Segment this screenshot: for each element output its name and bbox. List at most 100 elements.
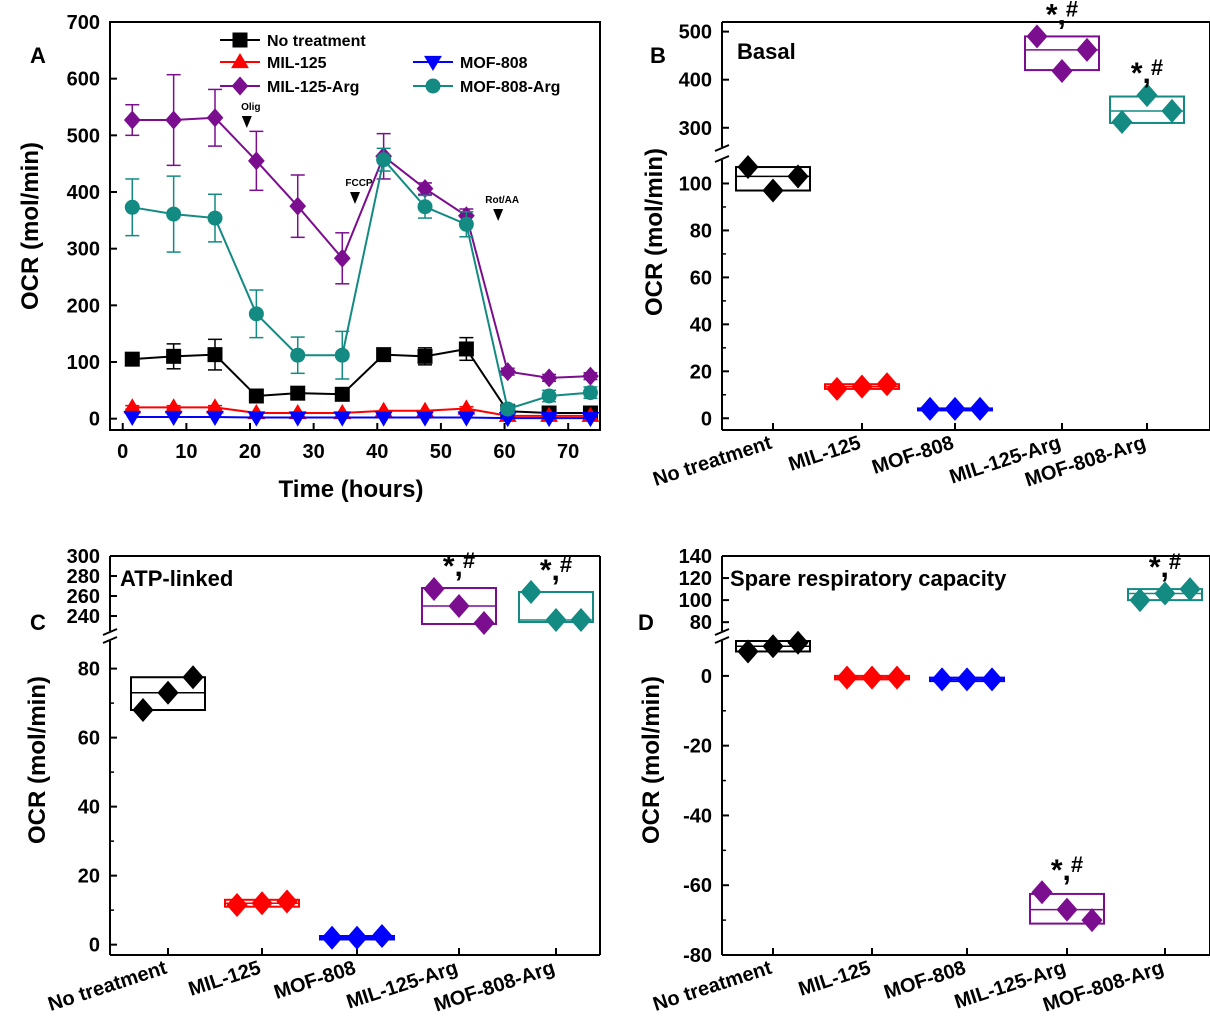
data-point xyxy=(1111,109,1133,135)
box xyxy=(130,676,206,712)
legend-label: MOF-808 xyxy=(460,55,528,72)
panel-a-x-tick-label: 30 xyxy=(303,441,325,463)
panel-b-group-mof-808 xyxy=(917,396,993,421)
panel-a-y-tick-label: 200 xyxy=(67,295,100,317)
panel-a-y-axis-title: OCR (mol/min) xyxy=(17,142,44,310)
data-point xyxy=(520,579,542,605)
panel-c-x-tick-label: No treatment xyxy=(45,957,169,1016)
data-point xyxy=(248,306,264,322)
series-line xyxy=(132,406,591,417)
data-point xyxy=(124,199,140,215)
data-point xyxy=(1136,83,1158,108)
data-point xyxy=(423,576,445,602)
data-point xyxy=(248,388,264,404)
series-mof-808 xyxy=(123,410,600,428)
significance-label: *,# xyxy=(1131,55,1163,90)
data-point xyxy=(737,155,759,180)
panel-c-axis-break xyxy=(102,628,118,636)
data-point xyxy=(182,665,204,690)
panel-a-event-label: Olig xyxy=(241,102,260,113)
panel-d-y-tick-label: -20 xyxy=(683,736,712,758)
data-point xyxy=(247,151,265,171)
data-point xyxy=(582,366,599,386)
panel-d-y-axis-title: OCR (mol/min) xyxy=(638,676,665,844)
panel-c-y-tick-label: 80 xyxy=(78,659,100,681)
data-point xyxy=(247,411,266,427)
data-point xyxy=(500,401,516,417)
panel-d-y-tick-label: 0 xyxy=(701,666,712,688)
legend-marker xyxy=(231,76,249,96)
legend-marker xyxy=(424,55,442,72)
panel-b: B 0 20 40 60 80 100 300 400 500 No treatment MIL-1… xyxy=(641,0,1210,492)
panel-d-title: Spare respiratory capacity xyxy=(730,566,1007,591)
data-point xyxy=(570,607,592,633)
data-point xyxy=(886,665,908,690)
panel-b-group-mof-808-arg: *,# xyxy=(1109,55,1185,135)
panel-a-event-label: Rot/AA xyxy=(485,195,519,206)
panel-d-y-tick-label: -60 xyxy=(683,875,712,897)
significance-label: *,# xyxy=(1051,852,1083,887)
panel-c-y-tick-label: 260 xyxy=(67,586,100,608)
series-mil-125-arg xyxy=(123,73,599,388)
data-point xyxy=(876,372,898,397)
panel-a-x-tick-label: 10 xyxy=(175,441,197,463)
data-point xyxy=(165,110,183,130)
panel-b-group-mil-125 xyxy=(824,372,900,401)
panel-d-group-mof-808 xyxy=(929,667,1005,692)
data-point xyxy=(1026,24,1048,49)
panel-c-group-mof-808-arg: *,# xyxy=(518,552,594,633)
data-point xyxy=(851,374,873,399)
panel-a: A 0 10 20 30 40 50 60 700100200300400500600700 … xyxy=(17,12,601,503)
panel-d-y-tick-label: 100 xyxy=(679,590,712,612)
panel-a-x-axis-title: Time (hours) xyxy=(279,476,424,503)
panel-a-x-tick-label: 70 xyxy=(557,441,579,463)
panel-a-x-tick-label: 40 xyxy=(366,441,388,463)
panel-c-y-tick-label: 240 xyxy=(67,606,100,628)
data-point xyxy=(545,607,567,633)
panel-a-y-tick-label: 500 xyxy=(67,125,100,147)
data-point xyxy=(166,348,182,364)
data-point xyxy=(321,925,343,950)
panel-c-axis-break xyxy=(102,636,118,644)
data-point xyxy=(1051,59,1073,84)
panel-d-group-mof-808-arg: *,# xyxy=(1127,549,1203,613)
data-point xyxy=(540,368,558,388)
data-point xyxy=(762,634,784,659)
data-point xyxy=(417,348,433,364)
panel-b-group-mil-125-arg: *,# xyxy=(1024,0,1100,84)
panel-c-x-tick-label: MIL-125 xyxy=(186,957,264,1001)
panel-b-group-no-treatment xyxy=(735,155,811,203)
panel-d-x-tick-label: No treatment xyxy=(650,957,774,1016)
panel-a-y-tick-label: 0 xyxy=(89,409,100,431)
data-point xyxy=(251,891,273,916)
data-point xyxy=(1161,98,1183,123)
data-point xyxy=(969,396,991,421)
panel-b-y-tick-label: 300 xyxy=(679,118,712,140)
panel-b-y-tick-label: 60 xyxy=(690,267,712,289)
data-point xyxy=(861,665,883,690)
panel-b-y-tick-label: 100 xyxy=(679,173,712,195)
data-point xyxy=(124,351,140,367)
data-point xyxy=(333,411,352,427)
data-point xyxy=(416,411,434,427)
panel-b-axis-break xyxy=(714,144,730,152)
significance-label: *,# xyxy=(443,548,475,583)
data-point xyxy=(787,630,809,655)
significance-label: *,# xyxy=(540,552,572,587)
data-point xyxy=(376,152,392,168)
panel-b-x-tick-label: No treatment xyxy=(650,432,774,491)
panel-c-y-axis-title: OCR (mol/min) xyxy=(24,676,51,844)
panel-a-x-tick-label: 50 xyxy=(430,441,452,463)
data-point xyxy=(417,199,433,215)
panel-b-letter: B xyxy=(650,43,666,68)
data-point xyxy=(123,110,141,130)
data-point xyxy=(123,410,142,427)
box xyxy=(1029,892,1105,925)
panel-a-event-label: FCCP xyxy=(345,178,373,189)
data-point xyxy=(540,412,559,428)
data-point xyxy=(457,411,476,427)
data-point xyxy=(1081,908,1103,933)
data-point xyxy=(581,412,600,428)
panel-a-plot-frame xyxy=(109,21,601,431)
